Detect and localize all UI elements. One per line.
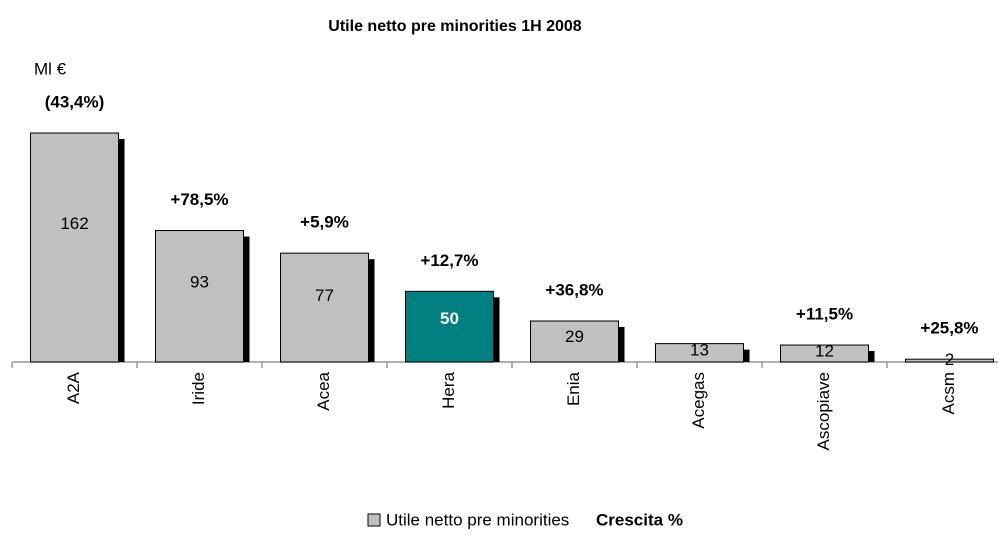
x-tick-label: Ascopiave [814,372,833,450]
x-tick-label: Enia [564,371,583,406]
value-label: 12 [815,341,834,360]
growth-label: +5,9% [300,213,349,232]
x-tick-label: Acsm [939,372,958,415]
growth-label: +25,8% [920,319,978,338]
x-tick-label: Hera [439,371,458,408]
value-label: 77 [315,286,334,305]
unit-label: Ml € [34,59,67,78]
bar [155,230,244,363]
value-label: 93 [190,273,209,292]
growth-label: +11,5% [796,305,853,324]
legend-label: Utile netto pre minorities [386,510,569,529]
value-label: 50 [440,309,459,328]
x-tick-label: Acegas [689,372,708,429]
bar [905,358,994,363]
bar [780,344,869,363]
value-label: 162 [60,214,88,233]
growth-label: +78,5% [170,190,228,209]
bar [530,320,619,363]
bar [280,252,369,363]
legend-swatch [367,513,381,527]
value-label: 13 [690,340,709,359]
growth-label: +36,8% [545,280,603,299]
bar [30,132,119,363]
chart-title: Utile netto pre minorities 1H 2008 [328,18,582,35]
growth-label: +12,7% [420,251,478,270]
value-label: 29 [565,327,584,346]
legend-label: Crescita % [596,510,683,529]
value-label: 2 [945,350,954,369]
bar [405,290,494,363]
growth-label: (43,4%) [45,92,105,111]
bar [655,343,744,363]
x-tick-label: Iride [189,372,208,405]
x-tick-label: A2A [64,371,83,404]
x-tick-label: Acea [314,371,333,410]
